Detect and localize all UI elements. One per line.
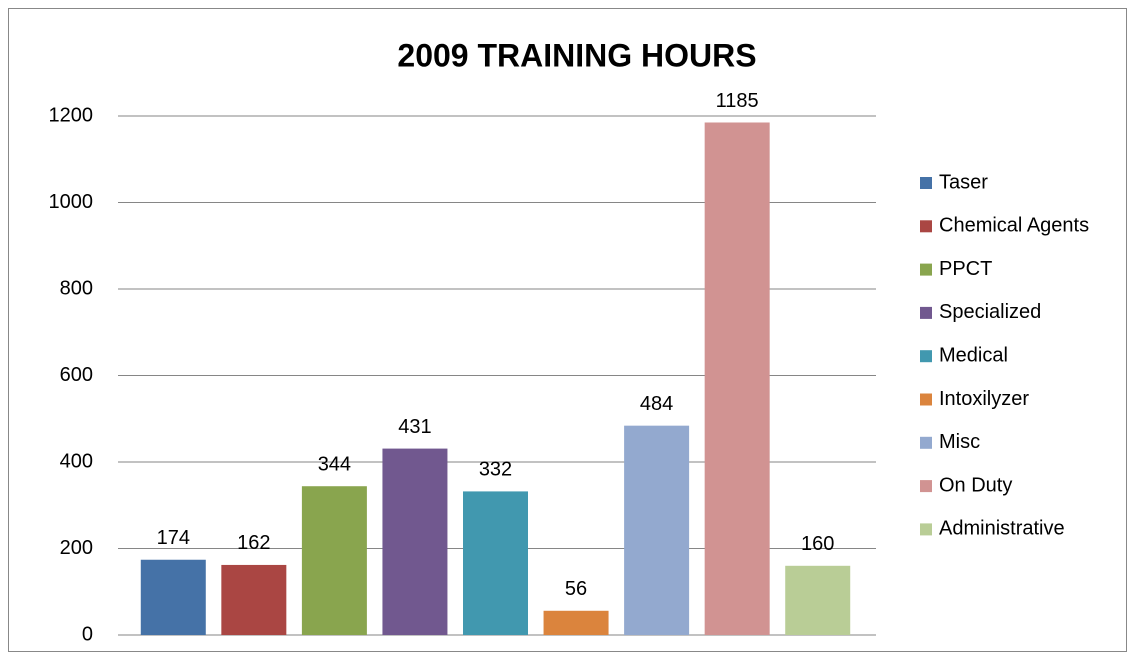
legend-swatch bbox=[920, 350, 932, 363]
y-tick-label: 1200 bbox=[49, 104, 94, 126]
legend-swatch bbox=[920, 177, 932, 189]
data-label: 174 bbox=[157, 527, 190, 549]
bar bbox=[543, 610, 609, 635]
bar bbox=[624, 425, 690, 635]
chart-border bbox=[8, 8, 1127, 652]
data-label: 332 bbox=[479, 459, 512, 481]
legend-label: Specialized bbox=[939, 301, 1041, 323]
legend-swatch bbox=[920, 263, 932, 276]
legend-label: Taser bbox=[939, 171, 988, 193]
bar bbox=[704, 122, 770, 636]
legend-label: Chemical Agents bbox=[939, 215, 1089, 237]
data-label: 484 bbox=[640, 393, 673, 415]
bar bbox=[140, 559, 206, 635]
data-label: 431 bbox=[398, 416, 431, 438]
y-tick-label: 800 bbox=[60, 277, 93, 299]
legend-swatch bbox=[920, 523, 932, 536]
data-label: 1185 bbox=[716, 90, 759, 112]
bar bbox=[463, 491, 528, 635]
chart-title: 2009 TRAINING HOURS bbox=[397, 37, 756, 73]
legend-swatch bbox=[920, 480, 932, 493]
y-tick-label: 400 bbox=[60, 450, 93, 472]
data-label: 160 bbox=[801, 533, 834, 555]
legend-label: Medical bbox=[939, 344, 1008, 366]
bar bbox=[221, 564, 287, 635]
y-tick-label: 600 bbox=[60, 364, 93, 386]
data-label: 162 bbox=[237, 532, 270, 554]
bar bbox=[301, 486, 367, 635]
legend-swatch bbox=[920, 436, 932, 449]
legend-swatch bbox=[920, 393, 932, 406]
data-label: 56 bbox=[565, 578, 587, 600]
legend-label: Intoxilyzer bbox=[939, 388, 1029, 410]
legend-label: On Duty bbox=[939, 474, 1012, 496]
legend-swatch bbox=[920, 220, 932, 233]
legend-label: PPCT bbox=[939, 258, 992, 280]
legend-label: Misc bbox=[939, 431, 980, 453]
y-tick-label: 200 bbox=[60, 537, 93, 559]
legend-swatch bbox=[920, 306, 932, 319]
bar bbox=[785, 565, 851, 635]
bar bbox=[382, 448, 448, 635]
legend-label: Administrative bbox=[939, 518, 1065, 540]
y-tick-label: 1000 bbox=[49, 191, 94, 213]
data-label: 344 bbox=[318, 454, 351, 476]
y-tick-label: 0 bbox=[82, 623, 93, 645]
